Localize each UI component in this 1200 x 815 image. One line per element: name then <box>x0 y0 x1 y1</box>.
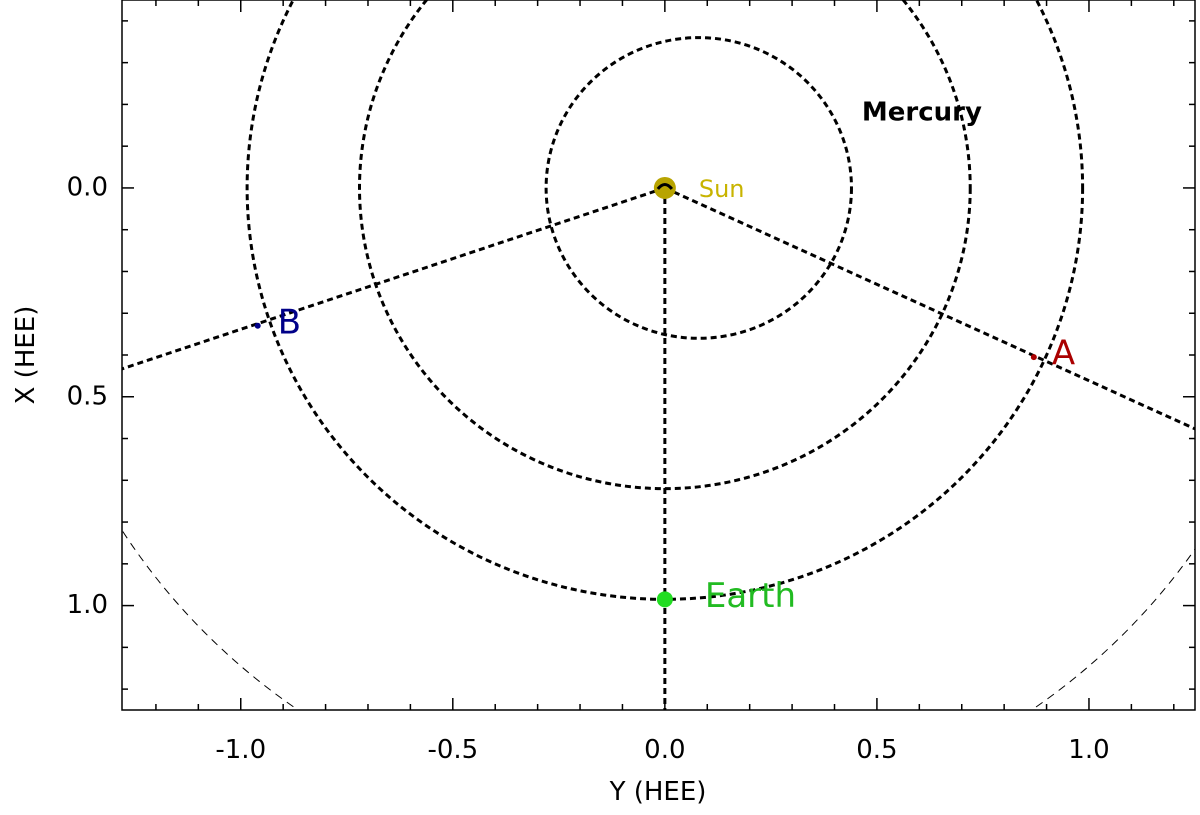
earth-marker <box>656 591 673 608</box>
sun-marker <box>653 176 676 199</box>
y-axis-title: X (HEE) <box>11 306 41 405</box>
b-label: B <box>278 302 301 342</box>
venus-orbit <box>358 0 972 491</box>
sun-a-line <box>664 186 1195 431</box>
x-tick-label: 0.0 <box>644 735 685 765</box>
earth-label: Earth <box>705 576 796 616</box>
a-marker <box>1030 354 1037 361</box>
sun-label: Sun <box>699 175 745 203</box>
y-tick-label: 0.5 <box>67 381 108 411</box>
plot-area: Sun Earth A B Mercury <box>122 0 1195 710</box>
x-axis-title: Y (HEE) <box>609 777 707 807</box>
axes: -1.0 -0.5 0.0 0.5 1.0 0.0 0.5 1.0 <box>67 0 1195 765</box>
mercury-label: Mercury <box>862 97 982 127</box>
outer-orbit <box>122 529 1195 710</box>
y-tick-label: 1.0 <box>67 590 108 620</box>
y-tick-label: 0.0 <box>67 172 108 202</box>
b-marker <box>254 322 261 329</box>
mercury-orbit <box>544 36 853 340</box>
sun-b-line <box>122 186 666 371</box>
x-tick-label: 0.5 <box>856 735 897 765</box>
a-label: A <box>1052 334 1075 374</box>
sun-arc <box>656 182 674 190</box>
x-tick-label: 1.0 <box>1068 735 1109 765</box>
x-tick-label: -0.5 <box>427 735 478 765</box>
x-tick-label: -1.0 <box>215 735 266 765</box>
